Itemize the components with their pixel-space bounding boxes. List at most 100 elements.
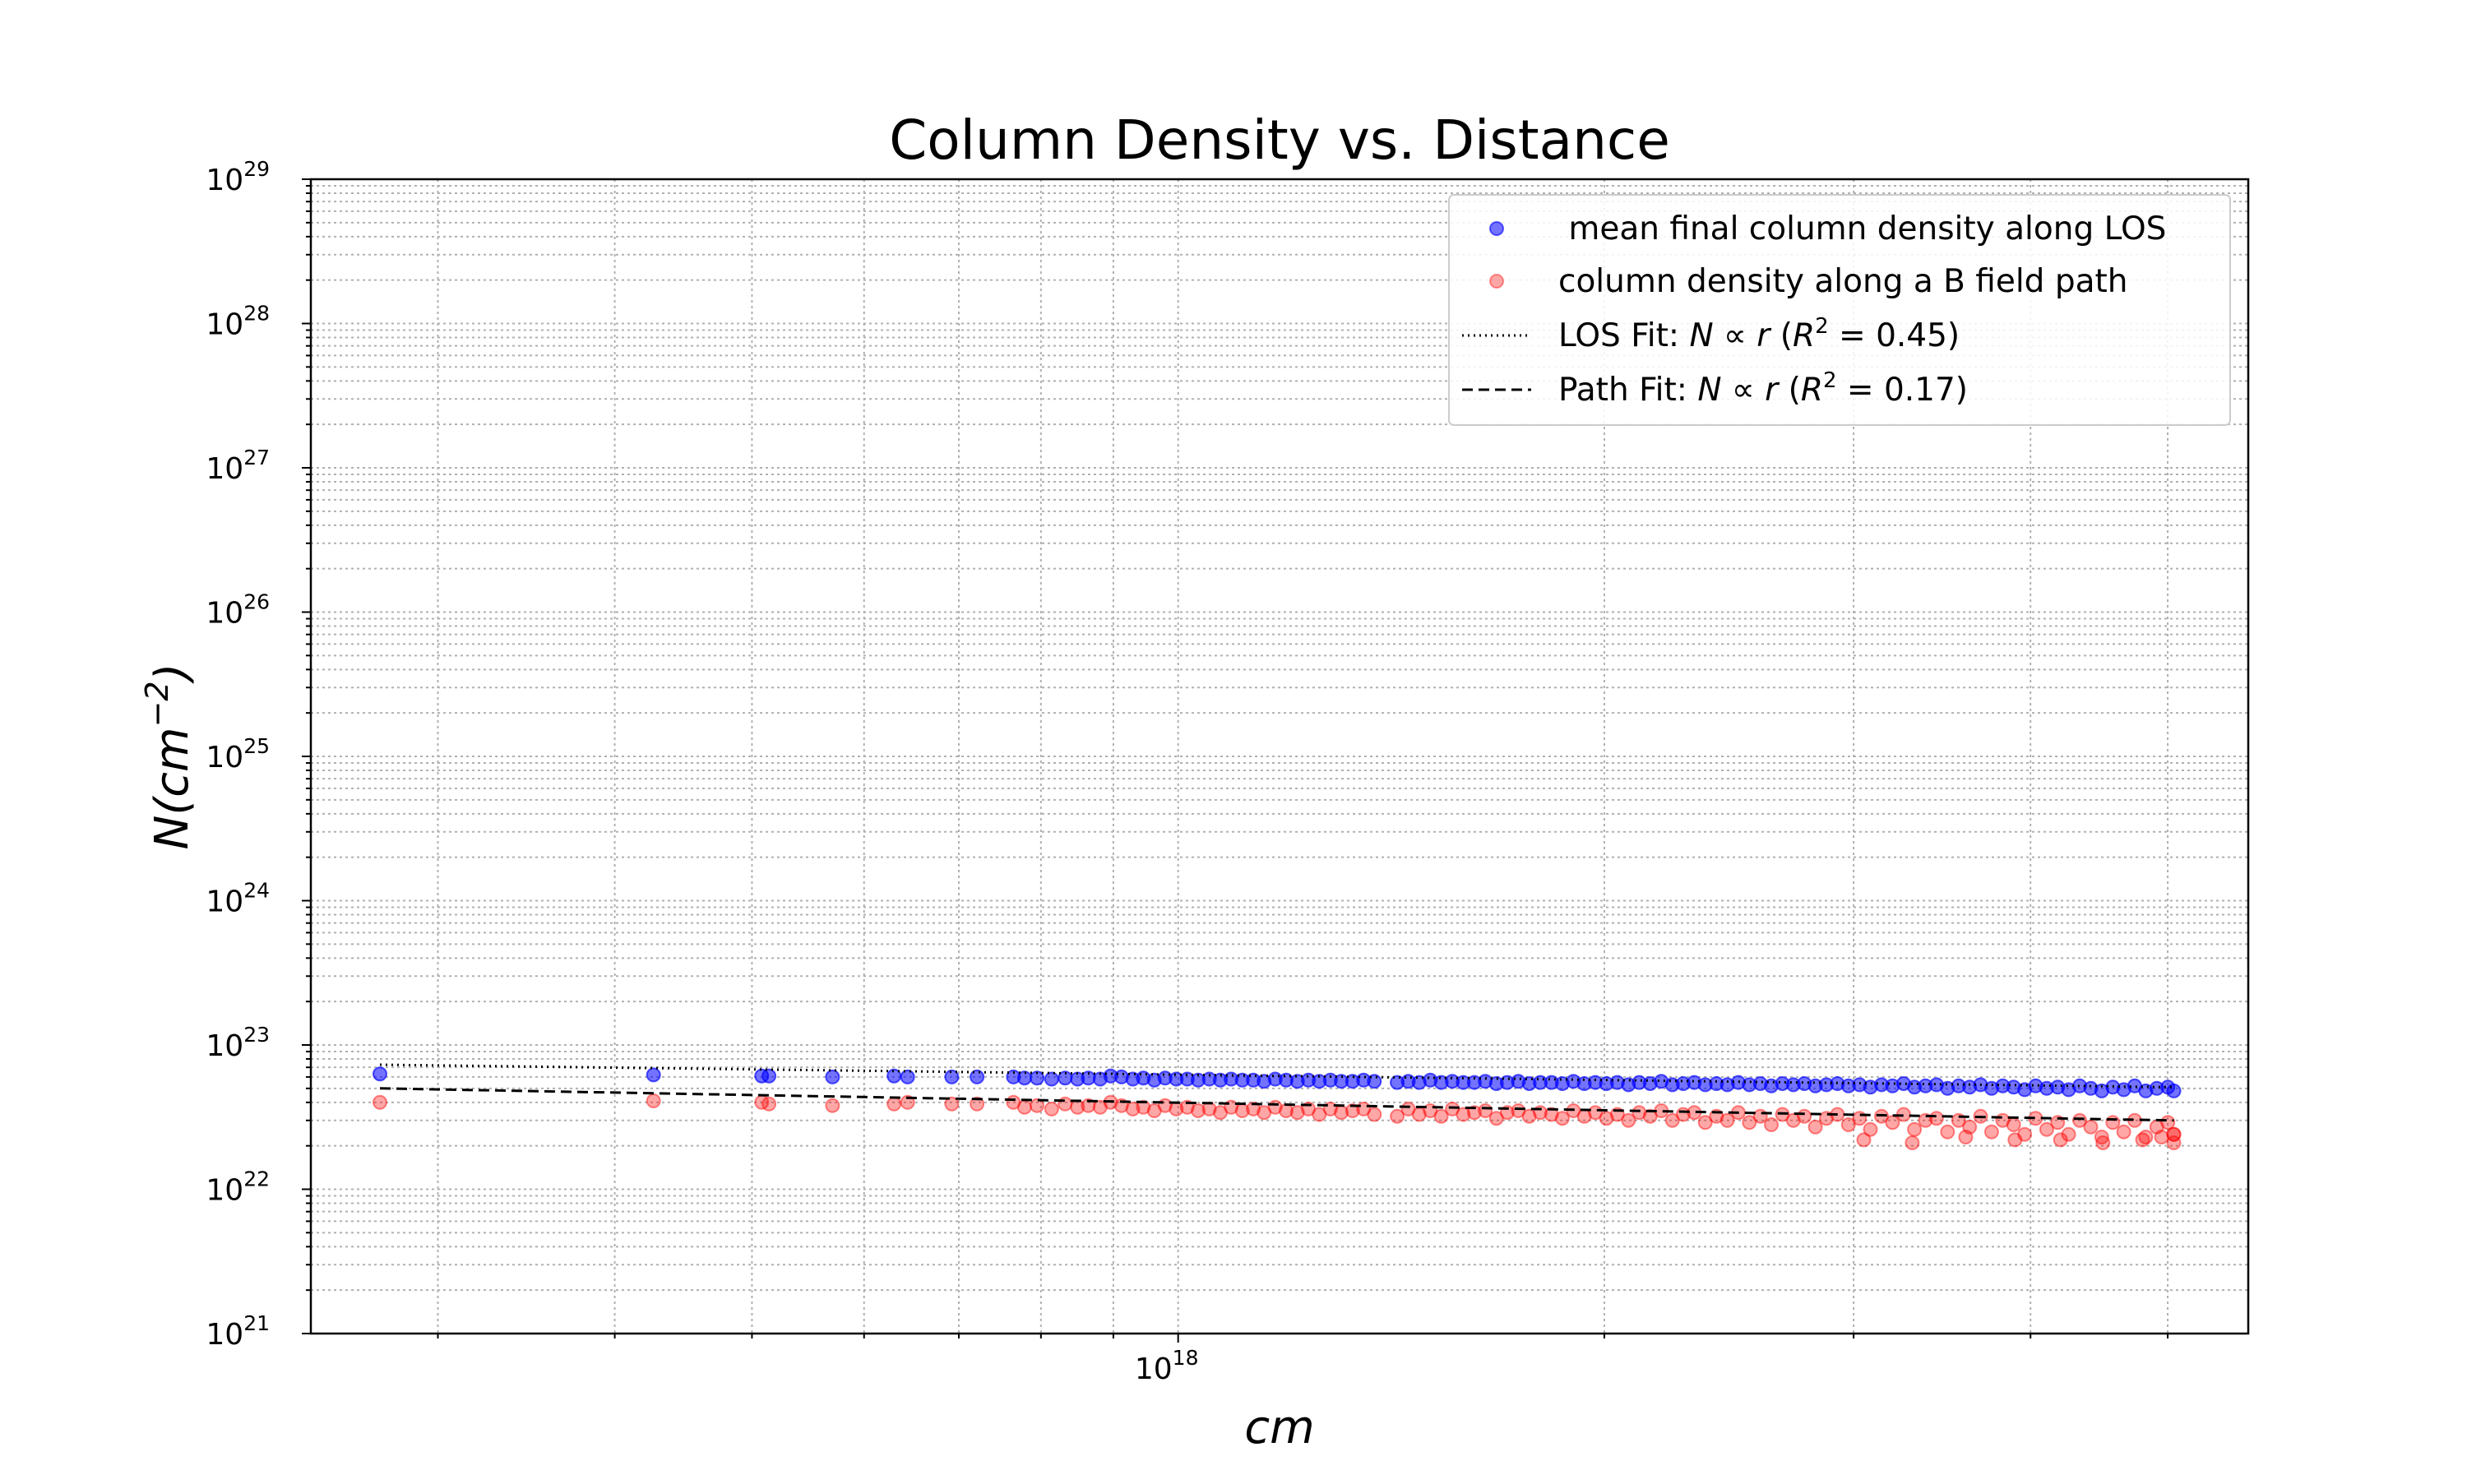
legend-label-path-fit: Path Fit: N ∝ r (R2 = 0.17) bbox=[1558, 368, 1968, 409]
scatter-point bbox=[2166, 1126, 2182, 1142]
scatter-point bbox=[970, 1096, 985, 1112]
scatter-point bbox=[2061, 1126, 2076, 1142]
legend-los-fit-exp: 2 bbox=[1815, 314, 1829, 339]
scatter-point bbox=[1390, 1108, 1405, 1124]
chart-title: Column Density vs. Distance bbox=[889, 109, 1670, 172]
scatter-point bbox=[1905, 1135, 1920, 1150]
scatter-point bbox=[2072, 1112, 2087, 1128]
y-tick-label-base: 10 bbox=[206, 1318, 243, 1352]
scatter-point bbox=[1764, 1117, 1779, 1132]
scatter-point bbox=[2166, 1083, 2182, 1098]
scatter-point bbox=[1928, 1111, 1944, 1126]
scatter-point bbox=[2116, 1124, 2131, 1140]
y-tick-label-exponent: 22 bbox=[243, 1167, 270, 1191]
y-axis-label-close: ) bbox=[146, 663, 199, 685]
scatter-point bbox=[2039, 1121, 2054, 1137]
scatter-point bbox=[1885, 1115, 1900, 1130]
scatter-point bbox=[1697, 1115, 1713, 1130]
x-tick-label: 1018 bbox=[1135, 1346, 1199, 1386]
scatter-point bbox=[1125, 1101, 1141, 1116]
y-tick-label-exponent: 23 bbox=[243, 1023, 270, 1047]
scatter-point bbox=[761, 1068, 777, 1084]
scatter-point bbox=[1785, 1112, 1801, 1128]
x-axis-label: cm bbox=[1244, 1401, 1314, 1454]
scatter-point bbox=[1367, 1107, 1382, 1122]
scatter-point bbox=[2166, 1126, 2182, 1142]
y-tick-label: 1027 bbox=[206, 446, 270, 486]
scatter-point bbox=[1030, 1070, 1045, 1086]
y-tick-label-base: 10 bbox=[206, 1029, 243, 1063]
y-tick-label-base: 10 bbox=[206, 741, 243, 774]
y-tick-label-base: 10 bbox=[206, 597, 243, 631]
scatter-point bbox=[1466, 1105, 1482, 1121]
scatter-point bbox=[1621, 1112, 1636, 1128]
legend: mean final column density along LOS colu… bbox=[1448, 194, 2231, 426]
scatter-point bbox=[1962, 1119, 1978, 1135]
scatter-point bbox=[1554, 1111, 1570, 1126]
scatter-point bbox=[1191, 1103, 1206, 1118]
y-tick-label: 1023 bbox=[206, 1023, 270, 1063]
scatter-point bbox=[1797, 1108, 1812, 1124]
y-tick-label: 1028 bbox=[206, 302, 270, 342]
scatter-point bbox=[825, 1069, 840, 1084]
scatter-point bbox=[1289, 1105, 1305, 1121]
scatter-point bbox=[970, 1069, 985, 1084]
y-axis-label-exponent: −2 bbox=[139, 681, 175, 727]
scatter-point bbox=[2095, 1135, 2111, 1150]
scatter-point bbox=[1742, 1115, 1757, 1130]
legend-marker-los bbox=[1489, 221, 1504, 236]
y-tick-label-exponent: 21 bbox=[243, 1311, 270, 1335]
scatter-point bbox=[1016, 1099, 1032, 1115]
legend-path-fit-open: ( bbox=[1778, 372, 1801, 409]
scatter-point bbox=[2138, 1130, 2154, 1144]
y-tick-label: 1021 bbox=[206, 1311, 270, 1352]
y-tick-label: 1025 bbox=[206, 734, 270, 774]
scatter-point bbox=[1092, 1099, 1108, 1115]
legend-path-fit-r: R bbox=[1801, 372, 1823, 409]
scatter-point bbox=[825, 1098, 840, 1113]
legend-path-fit-prefix: Path Fit: bbox=[1558, 372, 1697, 409]
y-tick-label-base: 10 bbox=[206, 452, 243, 486]
scatter-point bbox=[1030, 1098, 1045, 1113]
scatter-point bbox=[646, 1067, 661, 1083]
scatter-point bbox=[1521, 1108, 1537, 1124]
y-axis-label-base: N(cm bbox=[146, 727, 199, 849]
scatter-point bbox=[1907, 1121, 1923, 1137]
scatter-point bbox=[1433, 1108, 1449, 1124]
scatter-point bbox=[886, 1096, 902, 1112]
series-b-field-path bbox=[373, 1093, 2182, 1150]
scatter-point bbox=[1312, 1107, 1327, 1122]
scatter-point bbox=[1246, 1101, 1261, 1116]
scatter-point bbox=[2017, 1126, 2033, 1142]
scatter-point bbox=[2154, 1130, 2169, 1144]
scatter-point bbox=[1983, 1124, 1999, 1140]
y-tick-label: 1024 bbox=[206, 879, 270, 919]
y-tick-label-base: 10 bbox=[206, 308, 243, 342]
y-tick-label-exponent: 24 bbox=[243, 879, 270, 903]
legend-label-path: column density along a B field path bbox=[1558, 263, 2127, 300]
legend-frame bbox=[1448, 194, 2231, 426]
y-tick-label: 1026 bbox=[206, 590, 270, 631]
scatter-point bbox=[1345, 1103, 1360, 1118]
y-tick-label-exponent: 28 bbox=[243, 302, 270, 326]
y-tick-label-base: 10 bbox=[206, 885, 243, 919]
scatter-point bbox=[2007, 1132, 2023, 1148]
plot-data bbox=[373, 1063, 2182, 1150]
y-tick-label-exponent: 27 bbox=[243, 446, 270, 469]
y-tick-label-exponent: 26 bbox=[243, 590, 270, 614]
legend-label-los-fit: LOS Fit: N ∝ r (R2 = 0.45) bbox=[1558, 314, 1960, 354]
scatter-point bbox=[1599, 1111, 1614, 1126]
scatter-point bbox=[2006, 1117, 2021, 1132]
legend-marker-path bbox=[1489, 274, 1504, 289]
scatter-point bbox=[1664, 1112, 1680, 1128]
scatter-point bbox=[1632, 1105, 1647, 1121]
scatter-point bbox=[373, 1094, 387, 1110]
scatter-point bbox=[2053, 1132, 2068, 1148]
scatter-point bbox=[2166, 1135, 2182, 1150]
scatter-point bbox=[1940, 1124, 1956, 1140]
legend-los-fit-r: R bbox=[1793, 317, 1815, 354]
legend-los-fit-prefix: LOS Fit: bbox=[1558, 317, 1689, 354]
